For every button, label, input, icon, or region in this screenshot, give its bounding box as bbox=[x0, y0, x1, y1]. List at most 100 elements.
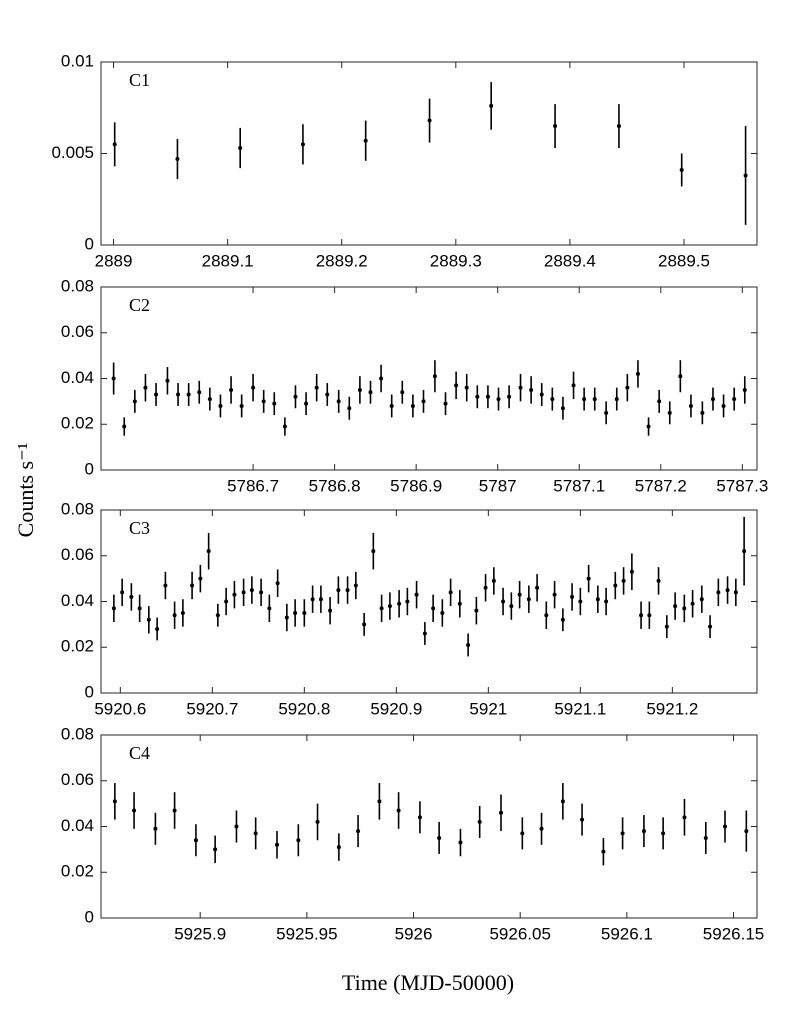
data-point bbox=[318, 597, 323, 602]
data-point bbox=[708, 624, 713, 629]
y-tick-label: 0 bbox=[85, 907, 94, 926]
data-point bbox=[175, 156, 180, 161]
data-point bbox=[507, 394, 512, 399]
data-point bbox=[137, 606, 142, 611]
data-point bbox=[218, 403, 223, 408]
data-point bbox=[744, 829, 749, 834]
data-point bbox=[700, 410, 705, 415]
data-point bbox=[656, 578, 661, 583]
data-point bbox=[703, 835, 708, 840]
data-point bbox=[458, 840, 463, 845]
data-point bbox=[234, 824, 239, 829]
data-point bbox=[207, 397, 212, 402]
data-point bbox=[647, 613, 652, 618]
data-point bbox=[241, 590, 246, 595]
data-point bbox=[400, 390, 405, 395]
data-point bbox=[387, 604, 392, 609]
data-point bbox=[379, 376, 384, 381]
y-tick-label: 0.02 bbox=[61, 414, 94, 433]
data-point bbox=[437, 835, 442, 840]
data-point bbox=[657, 399, 662, 404]
data-point bbox=[336, 399, 341, 404]
data-point bbox=[253, 831, 258, 836]
x-tick-label: 5926 bbox=[395, 924, 433, 943]
data-point bbox=[742, 549, 747, 554]
data-point bbox=[477, 819, 482, 824]
data-point bbox=[172, 808, 177, 813]
data-point bbox=[682, 606, 687, 611]
data-point bbox=[742, 387, 747, 392]
data-point bbox=[489, 103, 494, 108]
data-point bbox=[578, 599, 583, 604]
data-point bbox=[535, 585, 540, 590]
data-point bbox=[143, 385, 148, 390]
data-point bbox=[499, 810, 503, 815]
data-point bbox=[732, 397, 737, 402]
data-point bbox=[314, 385, 319, 390]
y-tick-label: 0.04 bbox=[61, 368, 94, 387]
y-tick-label: 0 bbox=[85, 234, 94, 253]
data-point bbox=[646, 424, 651, 429]
data-point bbox=[690, 601, 695, 606]
x-tick-label: 5926.15 bbox=[703, 924, 764, 943]
x-tick-label: 5925.9 bbox=[174, 924, 226, 943]
data-point bbox=[232, 592, 237, 597]
data-point bbox=[491, 578, 496, 583]
data-point bbox=[193, 838, 198, 843]
x-tick-label: 5921 bbox=[469, 699, 507, 718]
x-tick-label: 5925.95 bbox=[276, 924, 337, 943]
y-tick-label: 0.06 bbox=[61, 545, 94, 564]
data-point bbox=[501, 599, 506, 604]
data-point bbox=[550, 397, 555, 402]
data-point bbox=[267, 606, 272, 611]
data-point bbox=[379, 606, 384, 611]
data-point bbox=[249, 588, 254, 593]
data-point bbox=[733, 590, 738, 595]
data-point bbox=[716, 590, 721, 595]
data-point bbox=[389, 403, 394, 408]
data-point bbox=[347, 406, 352, 411]
y-tick-label: 0.04 bbox=[61, 591, 94, 610]
data-point bbox=[238, 146, 243, 151]
data-point bbox=[620, 831, 625, 836]
data-point bbox=[296, 838, 301, 843]
x-tick-label: 5920.8 bbox=[278, 699, 330, 718]
data-point bbox=[509, 604, 514, 609]
data-point bbox=[443, 401, 448, 406]
data-point bbox=[635, 371, 640, 376]
data-point bbox=[539, 392, 544, 397]
panel-label: C1 bbox=[129, 70, 150, 90]
x-tick-label: 5786.7 bbox=[227, 476, 279, 495]
data-point bbox=[293, 394, 298, 399]
data-point bbox=[310, 597, 315, 602]
data-point bbox=[571, 383, 576, 388]
data-point bbox=[595, 597, 600, 602]
x-tick-label: 2889.5 bbox=[658, 251, 710, 270]
data-point bbox=[448, 590, 453, 595]
data-point bbox=[682, 815, 687, 820]
data-point bbox=[190, 583, 195, 588]
data-point bbox=[410, 403, 415, 408]
y-tick-label: 0.01 bbox=[61, 51, 94, 70]
panel-label: C3 bbox=[129, 518, 150, 538]
data-point bbox=[275, 842, 279, 847]
data-point bbox=[284, 615, 289, 620]
data-point bbox=[613, 583, 618, 588]
panel-label: C4 bbox=[129, 743, 150, 763]
data-point bbox=[496, 397, 501, 402]
panel-label: C2 bbox=[129, 295, 150, 315]
x-tick-label: 5920.9 bbox=[370, 699, 422, 718]
x-tick-label: 5920.6 bbox=[94, 699, 146, 718]
data-point bbox=[457, 601, 462, 606]
y-axis-label: Counts s⁻¹ bbox=[13, 443, 38, 538]
data-point bbox=[553, 124, 558, 129]
data-point bbox=[357, 387, 362, 392]
data-point bbox=[725, 588, 730, 593]
data-point bbox=[111, 606, 116, 611]
data-point bbox=[315, 819, 320, 824]
axes-frame bbox=[100, 286, 758, 471]
data-point bbox=[353, 583, 358, 588]
data-point bbox=[422, 631, 427, 636]
data-point bbox=[239, 403, 244, 408]
data-point bbox=[432, 374, 437, 379]
